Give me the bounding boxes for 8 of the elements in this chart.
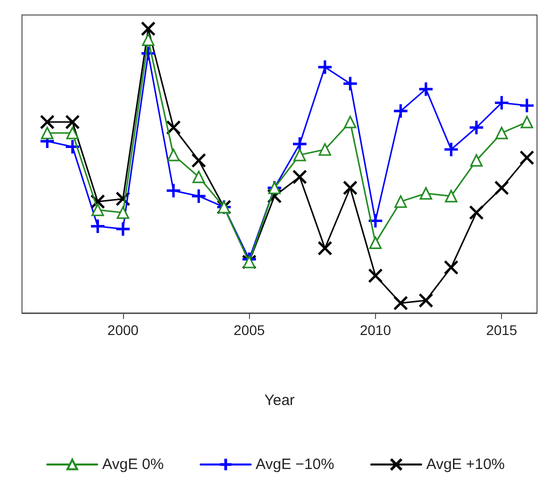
x-tick-label: 2005 [234, 322, 265, 338]
legend-label: AvgE 0% [102, 456, 164, 473]
x-tick-label: 2010 [360, 322, 392, 338]
x-tick-label: 2015 [486, 322, 518, 338]
legend-label: AvgE +10% [426, 456, 505, 473]
x-axis-title: Year [264, 392, 295, 409]
legend-label: AvgE −10% [256, 456, 334, 473]
x-tick-label: 2000 [107, 322, 139, 338]
